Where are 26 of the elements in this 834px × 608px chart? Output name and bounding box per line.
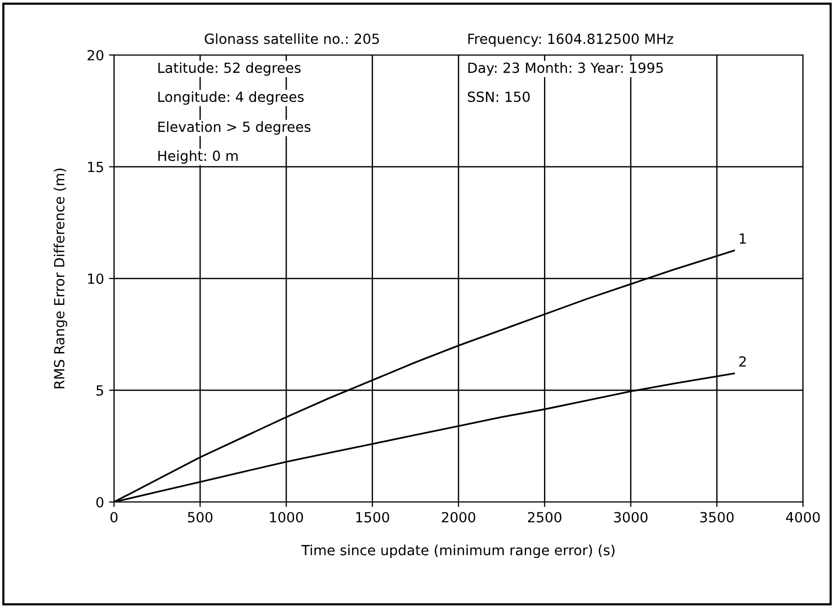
annotation: Day: 23 Month: 3 Year: 1995 xyxy=(468,62,663,76)
y-tick-label: 15 xyxy=(88,162,104,172)
annotation: Longitude: 4 degrees xyxy=(158,91,304,105)
y-tick-label: 10 xyxy=(88,273,104,284)
series-label: 1 xyxy=(740,233,746,244)
y-tick-label: 5 xyxy=(96,385,104,396)
x-tick-label: 4000 xyxy=(786,512,820,522)
x-tick-label: 2500 xyxy=(528,512,562,522)
annotation: Height: 0 m xyxy=(158,150,238,164)
y-tick-label: 0 xyxy=(96,496,104,508)
x-tick-label: 3000 xyxy=(614,512,648,522)
x-tick-label: 3500 xyxy=(700,512,734,522)
y-tick-label: 20 xyxy=(88,50,104,60)
annotation: Elevation > 5 degrees xyxy=(158,121,310,135)
x-tick-label: 2000 xyxy=(442,512,476,522)
x-tick-label: 1000 xyxy=(270,512,303,522)
annotation: Latitude: 52 degrees xyxy=(158,62,301,76)
series-label: 2 xyxy=(739,356,746,367)
x-tick-label: 1500 xyxy=(356,512,390,522)
x-tick-label: 500 xyxy=(188,512,212,522)
text: Frequency: 1604.812500 MHz xyxy=(468,34,674,47)
text: Glonass satellite no.: 205 xyxy=(204,33,379,44)
x-tick-label: 0 xyxy=(110,512,118,522)
y-axis-title: RMS Range Error Difference (m) xyxy=(54,168,68,388)
x-axis-title: Time since update (minimum range error) (s) xyxy=(301,544,614,558)
annotation: SSN: 150 xyxy=(468,92,530,102)
